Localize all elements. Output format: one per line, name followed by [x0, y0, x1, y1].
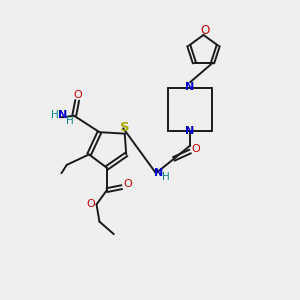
Text: N: N: [58, 110, 67, 120]
Text: O: O: [74, 90, 82, 100]
Text: N: N: [185, 126, 195, 136]
Text: O: O: [191, 144, 200, 154]
Text: H: H: [51, 110, 59, 120]
Text: H: H: [66, 116, 73, 126]
Text: H: H: [163, 172, 170, 182]
Text: N: N: [185, 82, 195, 92]
Text: O: O: [87, 200, 95, 209]
Text: S: S: [120, 121, 130, 134]
Text: N: N: [154, 168, 163, 178]
Text: O: O: [200, 24, 209, 37]
Text: O: O: [123, 179, 132, 189]
